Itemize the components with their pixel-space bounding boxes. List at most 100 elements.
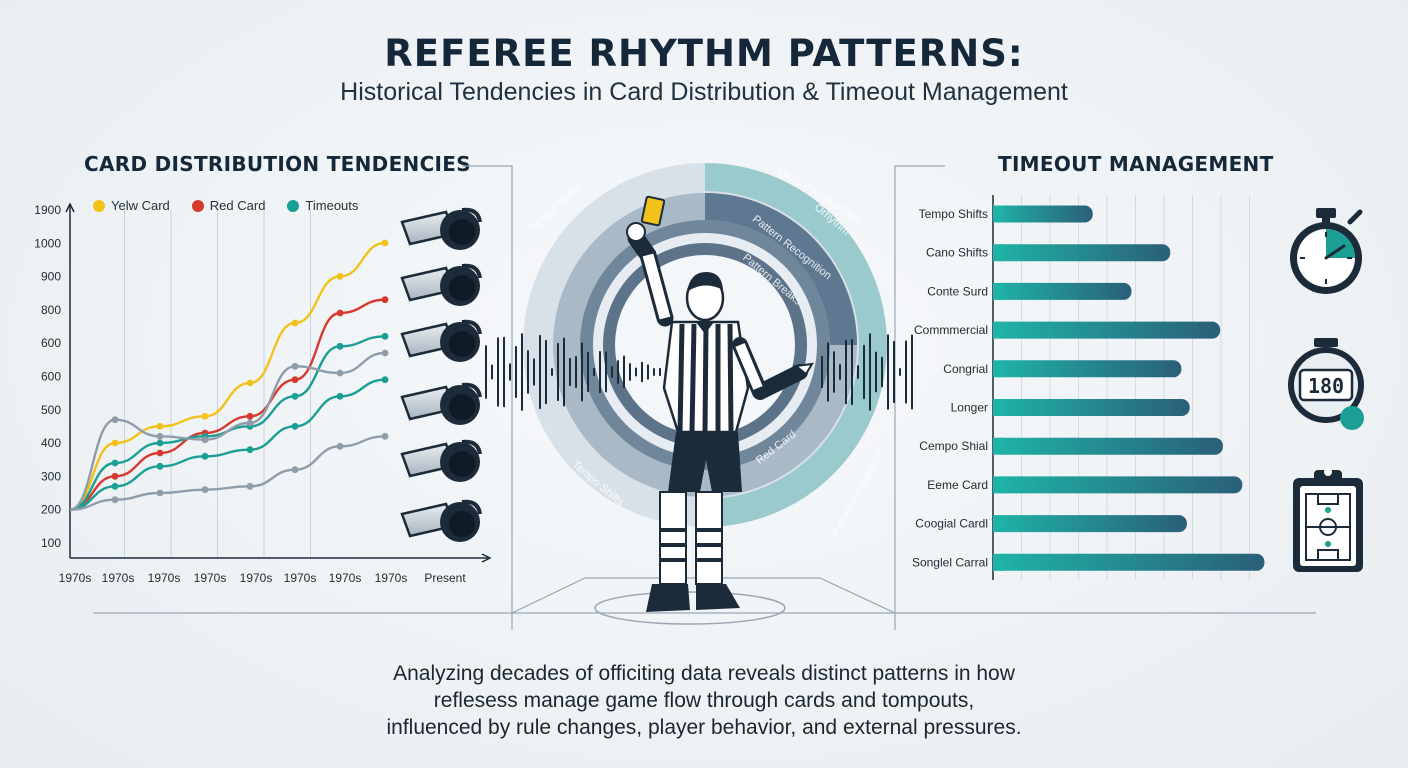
right-leg (695, 491, 723, 585)
series-point (336, 272, 344, 280)
referee-figure (594, 195, 814, 625)
whistle-icon (400, 263, 482, 306)
series-line (69, 241, 386, 511)
bar-category-label: Cempo Shial (919, 439, 988, 453)
series-point (336, 442, 344, 450)
y-axis-arrow (65, 202, 75, 213)
raised-hand (626, 222, 646, 242)
bar-base (993, 244, 1003, 262)
series-point (381, 239, 389, 247)
whistle-icon (400, 382, 482, 425)
ring-outer-teal (705, 163, 887, 527)
bar-base (993, 437, 1003, 455)
x-tick-label: 1970s (240, 571, 273, 585)
y-tick-label: 800 (41, 303, 61, 317)
yellow-card-icon (640, 195, 666, 227)
line-chart-x-ticks: 1970s 1970s 1970s 1970s 1970s 1970s 1970s 1970s… (59, 571, 467, 585)
shirt-stripes (677, 323, 734, 433)
series-point (246, 482, 254, 490)
y-tick-label: 200 (41, 503, 61, 517)
page-title: REFEREE RHYTHM PATTERNS: (384, 32, 1024, 75)
card-distribution-chart: 1900 1000 900 800 600 600 500 400 300 200 100 1970… (34, 202, 492, 585)
bar-category-label: Songlel Carral (912, 555, 988, 569)
series-line (69, 335, 386, 511)
series-point (111, 496, 119, 504)
right-frame-line (894, 165, 945, 630)
series-point (381, 349, 389, 357)
legend-label: Timeouts (305, 198, 359, 213)
bar-category-label: Congrial (943, 362, 988, 376)
line-chart-legend: Yelw Card Red Card Timeouts (93, 198, 358, 213)
bar (993, 437, 1223, 455)
line-chart-axes (65, 202, 492, 563)
bar (993, 205, 1093, 223)
series-point (246, 446, 254, 454)
bar (993, 360, 1182, 378)
series-point (201, 436, 209, 444)
bar-category-label: Tempo Shifts (919, 207, 988, 221)
legend-label: Red Card (209, 198, 266, 213)
y-tick-label: 500 (41, 403, 61, 417)
ring-second-dark (705, 193, 857, 345)
series-point (201, 486, 209, 494)
bar (993, 553, 1265, 571)
series-point (156, 439, 164, 447)
left-leg (659, 491, 687, 585)
series-point (336, 369, 344, 377)
series-point (111, 472, 119, 480)
series-point (291, 319, 299, 327)
timeout-management-title: TIMEOUT MANAGEMENT (998, 152, 1274, 176)
legend-swatch (93, 199, 105, 212)
series-point (201, 412, 209, 420)
bar-base (993, 515, 1003, 533)
series-point (291, 422, 299, 430)
clipboard-icon (1293, 468, 1363, 572)
digital-timer-icon: 180 (1288, 338, 1364, 430)
left-frame-line (462, 165, 513, 630)
y-tick-label: 100 (41, 536, 61, 550)
bar-base (993, 282, 1003, 300)
x-tick-label: 1970s (194, 571, 227, 585)
series-point (156, 462, 164, 470)
y-tick-label: 300 (41, 469, 61, 483)
x-tick-label: 1970s (102, 571, 135, 585)
footer-line-2: reflesess manage game flow through cards… (433, 689, 975, 712)
x-tick-label: 1970s (284, 571, 317, 585)
line-chart-y-ticks: 1900 1000 900 800 600 600 500 400 300 200 100 (34, 203, 61, 550)
series-point (291, 376, 299, 384)
card-distribution-title: CARD DISTRIBUTION TENDENCIES (84, 152, 471, 176)
y-tick-label: 600 (41, 336, 61, 350)
timeout-management-chart: Tempo Shifts Cano Shifts Conte Surd Commmer… (912, 195, 1265, 580)
series-point (111, 459, 119, 467)
bar (993, 321, 1221, 339)
legend-label: Yelw Card (111, 198, 170, 213)
sock-stripes (660, 528, 722, 562)
raised-sleeve (642, 253, 671, 320)
bar-category-label: Longer (951, 401, 988, 415)
footer-description: Analyzing decades of officiting data rev… (0, 660, 1408, 741)
series-point (381, 376, 389, 384)
stopwatch-icon (1290, 208, 1363, 294)
whistle-icon (400, 319, 482, 362)
footer-line-1: Analyzing decades of officiting data rev… (393, 662, 1015, 685)
bar-category-label: Commmercial (914, 323, 988, 337)
bar-category-label: Cano Shifts (926, 246, 988, 260)
series-point (291, 466, 299, 474)
x-tick-label: 1970s (148, 571, 181, 585)
bar-base (993, 399, 1003, 416)
y-tick-label: 400 (41, 436, 61, 450)
bar (993, 399, 1190, 416)
line-chart-series (69, 239, 389, 511)
pointing-hand (793, 362, 814, 376)
timer-readout: 180 (1308, 374, 1344, 398)
series-point (381, 296, 389, 304)
y-tick-label: 1000 (34, 236, 61, 250)
bar-category-label: Conte Surd (927, 284, 988, 298)
series-point (111, 439, 119, 447)
bar-base (993, 321, 1003, 339)
series-point (336, 392, 344, 400)
series-point (111, 416, 119, 424)
series-point (111, 482, 119, 490)
series-point (201, 452, 209, 460)
right-shoe (696, 584, 740, 610)
